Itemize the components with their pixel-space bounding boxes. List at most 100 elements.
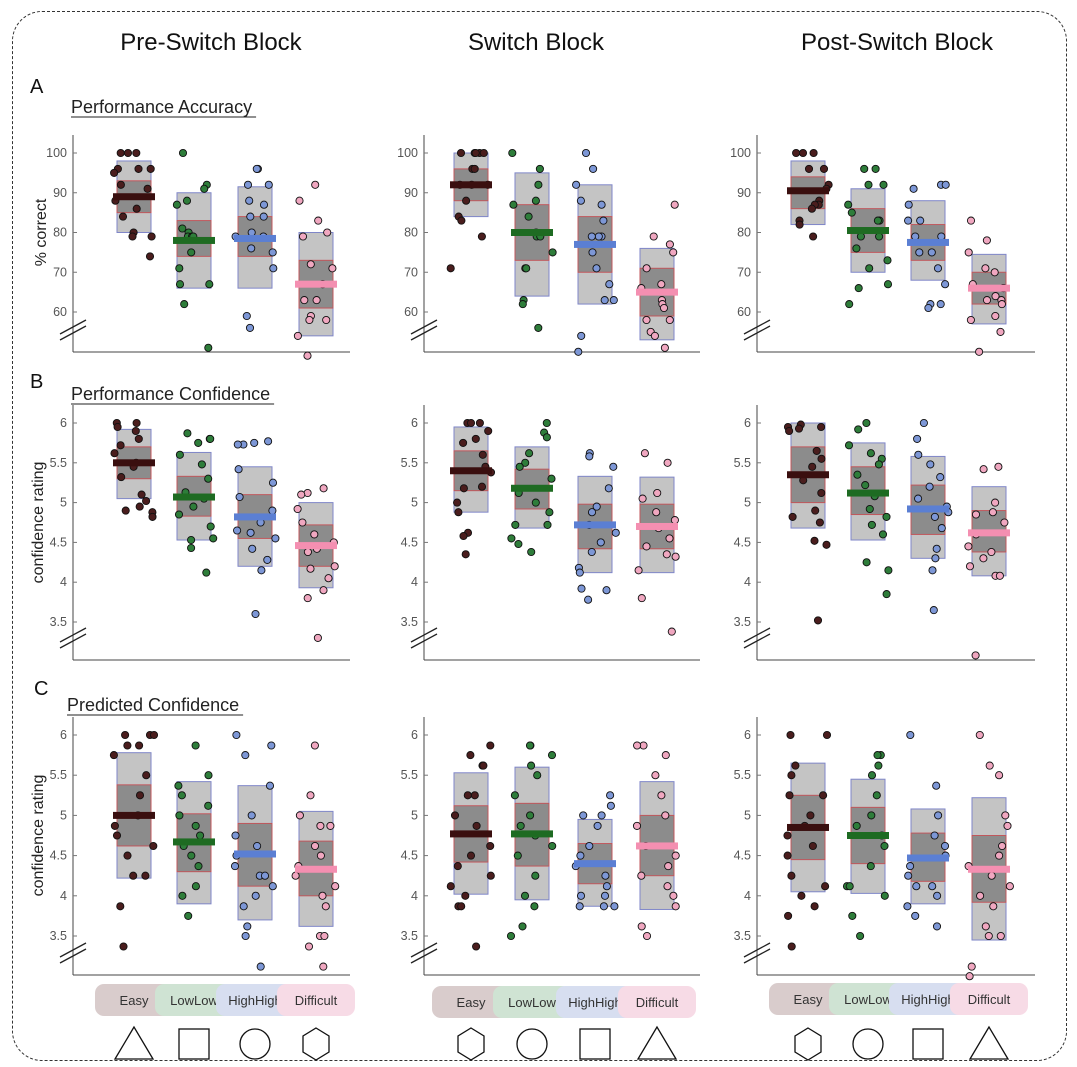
panel-b-pre-switch-block-easy-point [135,502,144,511]
panel-c-pre-switch-block-easy-point [121,730,130,740]
panel-b-post-switch-block-highhigh-point [914,450,923,459]
panel-a-switch-block-highhigh-point [572,180,581,189]
panel-c-pre-switch-block-lowlow-point [174,781,183,790]
panel-c-switch-block-easy-point [466,751,475,760]
panel-b-pre-switch-block-tick-label: 5 [60,496,67,510]
panel-b-post-switch-block-difficult-point [991,498,1000,507]
condition-label-pre-switch-block-easy-bg [95,984,173,1016]
panel-b-pre-switch-block-highhigh-point [271,534,280,543]
panel-a-pre-switch-block-highhigh-point [247,244,256,253]
panel-c-pre-switch-block-difficult-point [295,811,304,820]
panel-b-pre-switch-block-difficult-point [324,574,333,583]
panel-c-pre-switch-block-lowlow-point [178,891,187,900]
panel-c-pre-switch-block-difficult-mean-bar [295,865,337,873]
panel-a-pre-switch-block-highhigh-point [245,196,254,205]
panel-c-pre-switch-block-axis-break-1 [59,948,87,964]
panel-a-post-switch-block-highhigh-point [941,180,950,189]
panel-b-post-switch-block-lowlow-point [844,441,854,450]
panel-c-switch-block-difficult-point [664,862,673,871]
panel-a-switch-block-difficult-point [669,248,678,257]
panel-b-switch-block-highhigh-point [577,584,586,593]
panel-c-pre-switch-block-difficult-point [291,871,300,880]
panel-b-switch-block-lowlow-point [547,474,556,483]
panel-a-pre-switch-block-difficult-point [314,216,323,225]
panel-a-pre-switch-block-lowlow-point [175,264,184,273]
panel-b-post-switch-block-lowlow-point [862,558,871,567]
panel-a-post-switch-block-highhigh-point [936,300,945,309]
panel-b-switch-block-difficult-point [663,458,672,467]
condition-label-switch-block-easy-bg [432,986,510,1018]
panel-b-switch-block-lowlow-point [527,547,536,557]
panel-c-switch-block-highhigh-point [610,902,619,911]
panel-a-switch-block-tick-label: 90 [404,186,418,200]
panel-b-post-switch-block-highhigh-point [925,482,934,491]
panel-b-pre-switch-block-highhigh-point [246,528,255,537]
panel-c-switch-block-highhigh-mean-bar [574,860,616,868]
panel-c-switch-block-difficult-point [671,851,680,860]
panel-a-post-switch-block-easy-point [792,148,801,158]
panel-c-post-switch-block-difficult-point [975,730,984,740]
panel-c-switch-block-easy-point [486,841,495,851]
panel-b-pre-switch-block-easy-point [142,496,151,506]
panel-a-post-switch-block-lowlow-point [883,280,893,289]
panel-a-switch-block-lowlow-point [508,148,517,158]
condition-label-pre-switch-block-lowlow-bg [155,984,233,1016]
panel-a-switch-block-highhigh-point [577,331,586,340]
panel-b-pre-switch-block-lowlow-point [175,450,184,459]
panel-c-pre-switch-block-lowlow-point [191,741,200,750]
panel-b-post-switch-block-easy-point [822,540,831,549]
panel-c-switch-block-difficult-point [671,902,680,911]
panel-c-switch-block-difficult-mean-bar [636,842,678,850]
panel-c-pre-switch-block-lowlow-point [191,882,200,891]
panel-c-post-switch-block-lowlow-point [845,882,854,891]
panel-c-switch-block-highhigh-point [601,871,610,880]
panel-a-switch-block-lowlow-point [522,264,531,273]
panel-c-switch-block-difficult-point [637,871,646,880]
panel-a-switch-block-easy-point [471,148,480,158]
panel-b-post-switch-block-highhigh-point [937,524,946,533]
panel-c-post-switch-block-easy-point [810,902,819,911]
panel-b-pre-switch-block-difficult-point [303,594,312,603]
row-letter-b: B [30,371,43,393]
panel-c-switch-block: 3.5 4 4.5 5 5.5 6 [401,717,700,976]
panel-c-post-switch-block-highhigh-point [906,862,915,871]
panel-a-post-switch-block-lowlow-point [883,256,892,265]
panel-b-post-switch-block-lowlow-point [884,566,893,575]
panel-b-post-switch-block-easy-point [812,446,821,455]
panel-c-switch-block-lowlow-point [531,871,540,880]
condition-label-post-switch-block-difficult: Difficult [968,992,1011,1007]
panel-a-switch-block-highhigh-point [594,232,603,241]
panel-a-pre-switch-block-difficult-mean-bar [295,280,337,288]
panel-c-post-switch-block-lowlow-point [852,821,861,830]
panel-c-post-switch-block-easy-point [783,851,792,860]
panel-b-pre-switch-block-easy-point [113,422,122,432]
panel-a-switch-block-lowlow-point [509,200,518,209]
panel-a-pre-switch-block-tick-label: 90 [53,186,67,200]
panel-c-pre-switch-block-axis-break-0 [59,942,87,958]
panel-c-post-switch-block-lowlow-point [867,771,877,780]
panel-b-post-switch-block-easy-point [794,424,804,433]
panel-a-pre-switch-block-tick-label: 80 [53,226,67,240]
panel-b-switch-block-highhigh-point [592,502,601,511]
panel-c-switch-block-difficult-point [657,791,666,800]
panel-c-post-switch-block-highhigh-point [930,831,939,840]
panel-b-pre-switch-block-highhigh-point [268,478,278,487]
panel-c-switch-block-easy-point [450,811,460,820]
panel-c-pre-switch-block-lowlow-point [204,801,213,810]
panel-a-pre-switch-block-easy-point [145,252,155,261]
panel-b-switch-block-tick-label: 5.5 [401,456,418,470]
panel-c-pre-switch-block-lowlow-point [196,831,205,840]
panel-b-pre-switch-block-lowlow-point [187,543,196,553]
panel-c-pre-switch-block-tick-label: 3.5 [50,929,67,943]
panel-c-post-switch-block-tick-label: 3.5 [734,929,751,943]
panel-a-pre-switch-block-axis-break-0 [59,319,87,335]
panel-b-pre-switch-block-lowlow-point [194,438,203,447]
panel-b-pre-switch-block-lowlow-point [197,460,206,469]
panel-c-post-switch-block-lowlow-point [880,841,889,851]
panel-b-post-switch-block-difficult-point [971,651,980,660]
panel-b-pre-switch-block-tick-label: 3.5 [50,615,67,629]
panel-c-post-switch-block-highhigh-point [932,922,942,931]
panel-c-pre-switch-block-lowlow-point [187,851,196,860]
panel-c-pre-switch-block: 3.5 4 4.5 5 5.5 6 confidence rating [30,717,350,976]
panel-b-pre-switch-block-easy-point [148,512,157,521]
